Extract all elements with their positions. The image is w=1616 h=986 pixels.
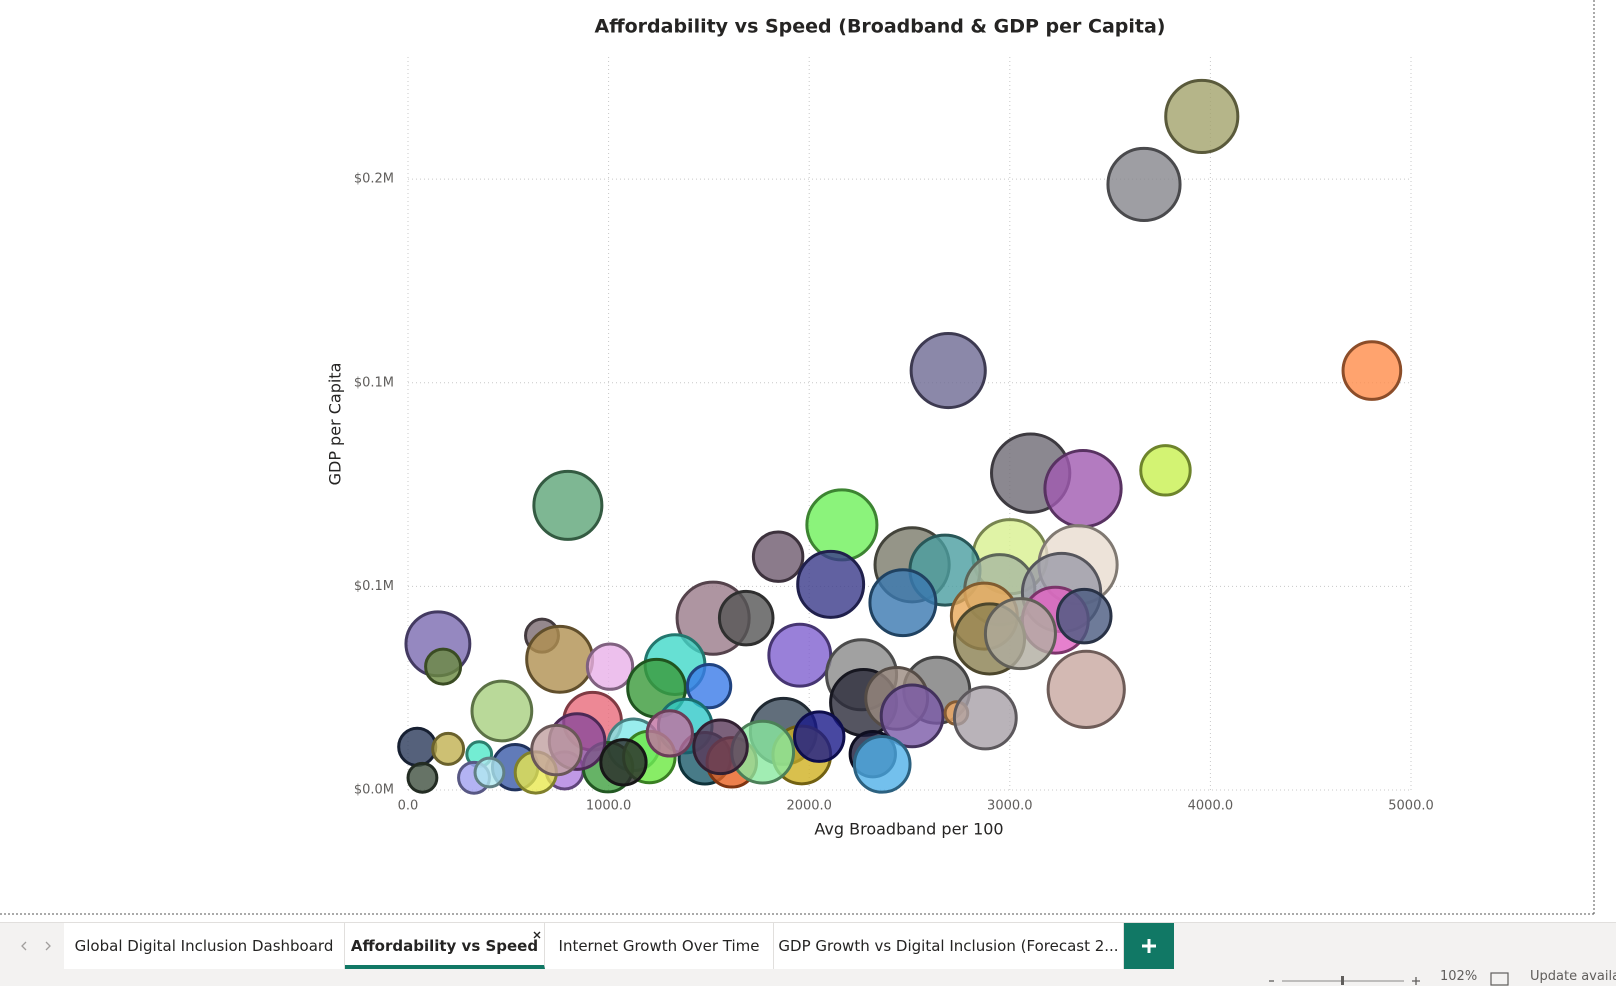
close-tab-icon[interactable]: [532, 930, 542, 940]
bubble: [909, 331, 987, 410]
x-axis-title: Avg Broadband per 100: [814, 820, 1003, 839]
update-message[interactable]: Update availa: [1530, 969, 1616, 984]
bubble: [793, 710, 846, 763]
bubble: [397, 726, 438, 767]
page-tab[interactable]: Global Digital Inclusion Dashboard: [64, 923, 345, 969]
y-tick-label: $0.1M: [354, 579, 394, 594]
chart: Affordability vs Speed (Broadband & GDP …: [0, 0, 1595, 915]
page-tab[interactable]: Affordability vs Speed: [345, 923, 545, 969]
bubble: [645, 709, 694, 758]
page-tab[interactable]: GDP Growth vs Digital Inclusion (Forecas…: [774, 923, 1124, 969]
tab-scroll-arrows[interactable]: [16, 939, 56, 953]
x-tick-label: 4000.0: [1188, 799, 1234, 814]
bubble: [530, 723, 583, 777]
bubble: [473, 756, 506, 789]
bubble: [1164, 78, 1240, 155]
bubble: [717, 589, 775, 647]
bubble: [431, 731, 466, 766]
bubble: [470, 679, 534, 743]
bubble: [599, 738, 648, 787]
zoom-slider[interactable]: [1264, 971, 1424, 985]
bubble: [952, 685, 1018, 751]
y-axis-title: GDP per Capita: [326, 363, 345, 486]
y-tick-label: $0.0M: [354, 783, 394, 798]
bubble: [685, 663, 733, 710]
bubble: [1139, 444, 1192, 497]
x-tick-label: 2000.0: [786, 799, 832, 814]
bubble: [983, 597, 1057, 671]
bubble: [692, 718, 749, 776]
y-tick-label: $0.2M: [354, 172, 394, 187]
x-tick-label: 1000.0: [586, 799, 632, 814]
page-tabs: Global Digital Inclusion Dashboard Affor…: [0, 922, 1616, 969]
page-tab[interactable]: Internet Growth Over Time: [545, 923, 774, 969]
status-bar: 102% Update availa: [0, 969, 1616, 986]
bubble: [805, 488, 879, 562]
bubble: [852, 735, 912, 794]
bubble: [1106, 146, 1182, 223]
bubble: [1341, 340, 1403, 401]
bubble: [406, 761, 439, 794]
bubble: [1055, 587, 1113, 645]
bubble: [796, 549, 866, 619]
fit-page-icon[interactable]: [1490, 972, 1510, 986]
zoom-level: 102%: [1440, 969, 1478, 984]
x-tick-label: 0.0: [398, 799, 419, 814]
bubble: [868, 568, 938, 638]
bubble: [879, 683, 945, 749]
x-tick-label: 3000.0: [987, 799, 1033, 814]
add-page-button[interactable]: [1124, 923, 1174, 969]
x-tick-label: 5000.0: [1388, 799, 1434, 814]
bubble: [1043, 449, 1123, 529]
bubble: [532, 469, 604, 541]
bubble: [525, 624, 595, 694]
bubble: [767, 622, 833, 688]
bubble: [751, 530, 805, 583]
bubble: [585, 642, 635, 691]
bubble: [424, 647, 463, 686]
chart-title: Affordability vs Speed (Broadband & GDP …: [595, 16, 1166, 38]
bubble: [1046, 649, 1126, 730]
y-tick-label: $0.1M: [354, 375, 394, 390]
